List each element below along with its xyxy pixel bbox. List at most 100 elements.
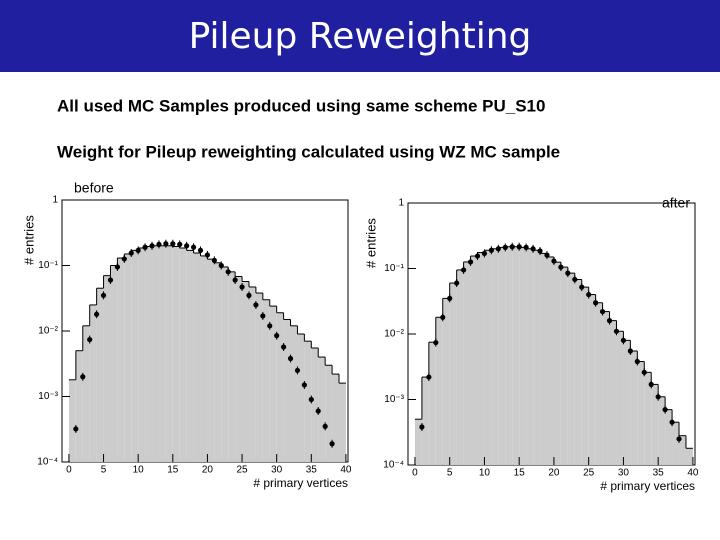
data-point: [467, 259, 474, 265]
data-point: [274, 333, 280, 339]
data-point: [523, 244, 529, 250]
hist-bar: [242, 281, 249, 462]
data-point: [620, 337, 627, 343]
hist-bar: [574, 279, 582, 465]
data-point: [641, 369, 647, 375]
hist-bar: [75, 350, 83, 462]
hist-bar: [616, 331, 624, 465]
data-point: [502, 244, 508, 250]
hist-bar: [255, 293, 263, 462]
hist-bar: [512, 246, 520, 465]
data-point: [613, 328, 620, 334]
x-axis-label: # primary vertices: [253, 476, 348, 490]
data-point: [599, 308, 606, 315]
hist-bar: [152, 245, 159, 462]
hist-bar: [637, 361, 645, 465]
data-point: [579, 284, 585, 290]
x-tick-label: 0: [412, 468, 418, 479]
data-point: [426, 374, 432, 380]
data-point: [460, 267, 467, 273]
hist-bar: [145, 246, 153, 462]
data-point: [177, 241, 183, 247]
x-tick-label: 15: [167, 465, 179, 476]
x-tick-label: 30: [618, 468, 630, 479]
data-point: [142, 244, 148, 250]
x-tick-label: 5: [447, 468, 453, 479]
data-point: [73, 426, 79, 432]
hist-bar: [207, 259, 215, 462]
hist-bar: [623, 340, 631, 465]
hist-bar: [644, 372, 652, 465]
x-axis-label: # primary vertices: [600, 479, 695, 493]
data-point: [447, 295, 453, 301]
hist-bar: [588, 294, 596, 465]
data-point: [218, 262, 224, 269]
bullet: All used MC Samples produced using same …: [57, 96, 545, 115]
y-tick-label: 10⁻¹: [38, 260, 58, 271]
data-point: [509, 244, 515, 250]
data-point: [156, 241, 162, 247]
hist-bar: [463, 261, 471, 465]
data-point: [627, 348, 633, 354]
hist-bar: [117, 258, 125, 462]
data-point: [87, 336, 93, 343]
hist-bar: [540, 253, 547, 465]
x-tick-label: 35: [306, 465, 318, 476]
data-point: [308, 396, 314, 403]
hist-bar: [658, 396, 666, 465]
hist-bar: [428, 342, 436, 465]
data-point: [606, 318, 613, 324]
hist-bar: [68, 379, 76, 462]
y-tick-label: 10⁻³: [38, 391, 58, 402]
y-tick-label: 10⁻⁴: [37, 457, 58, 468]
hist-bar: [546, 256, 554, 465]
data-point: [246, 292, 252, 298]
data-point: [565, 270, 571, 276]
x-tick-label: 25: [236, 465, 248, 476]
hist-bar: [325, 365, 333, 462]
hist-bar: [290, 325, 298, 462]
hist-bar: [533, 250, 541, 465]
hist-bar: [158, 245, 166, 462]
hist-bar: [172, 246, 180, 462]
hist-bar: [609, 320, 617, 465]
data-point: [537, 248, 543, 254]
data-point: [315, 408, 321, 414]
hist-bar: [491, 248, 499, 465]
hist-bar: [214, 262, 222, 462]
hist-bar: [602, 311, 610, 465]
hist-bar: [442, 298, 450, 465]
x-tick-label: 0: [66, 465, 72, 476]
hist-bar: [665, 409, 673, 465]
hist-bar: [560, 267, 568, 465]
hist-bar: [297, 333, 305, 462]
x-tick-label: 15: [514, 468, 526, 479]
hist-bar: [283, 319, 291, 462]
data-point: [107, 277, 114, 283]
hist-bar: [304, 341, 312, 462]
data-point: [135, 247, 141, 254]
hist-bar: [193, 253, 201, 462]
hist-bar: [679, 435, 686, 465]
hist-bar: [228, 271, 236, 462]
y-axis-label: # entries: [363, 218, 378, 268]
y-tick-label: 10⁻¹: [384, 263, 404, 274]
data-point: [197, 247, 204, 254]
hist-bar: [672, 422, 680, 465]
data-point: [474, 253, 481, 259]
hist-bar: [82, 325, 90, 462]
data-point: [322, 423, 328, 429]
hist-bar: [165, 245, 173, 462]
data-point: [634, 358, 640, 365]
hist-bar: [651, 384, 659, 465]
data-point: [516, 244, 522, 250]
y-tick-label: 1: [52, 195, 58, 206]
hist-bar: [318, 357, 326, 462]
data-point: [114, 264, 120, 270]
x-tick-label: 40: [340, 465, 352, 476]
data-point: [662, 407, 668, 413]
hist-bar: [276, 312, 284, 462]
data-point: [128, 250, 134, 256]
hist-bar: [581, 287, 589, 465]
